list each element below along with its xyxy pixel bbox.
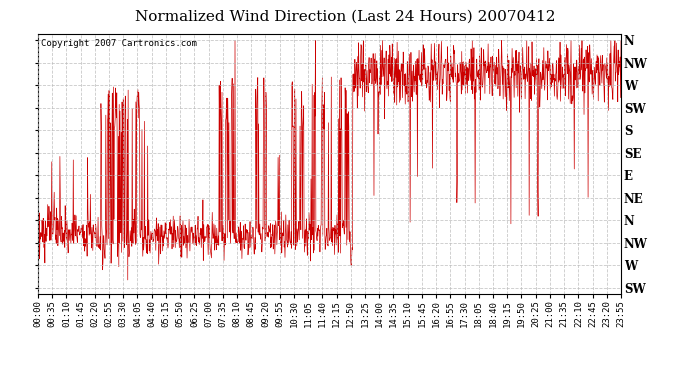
Text: Copyright 2007 Cartronics.com: Copyright 2007 Cartronics.com [41,39,197,48]
Text: Normalized Wind Direction (Last 24 Hours) 20070412: Normalized Wind Direction (Last 24 Hours… [135,9,555,23]
